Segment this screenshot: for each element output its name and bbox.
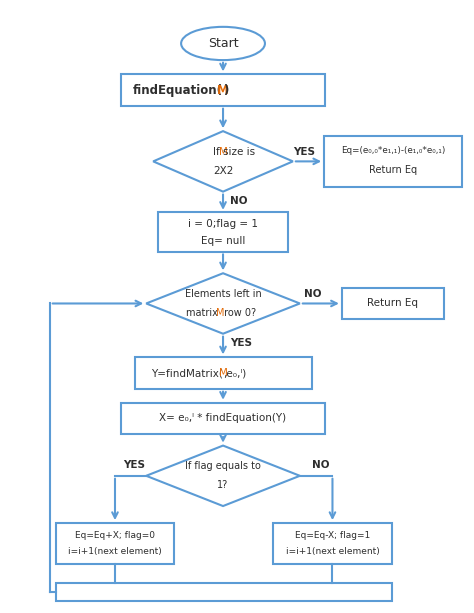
Text: M: M [219, 147, 228, 157]
Text: If flag equals to: If flag equals to [185, 461, 261, 471]
Text: Y=findMatrix(: Y=findMatrix( [151, 368, 223, 378]
Text: matrix: matrix [186, 308, 221, 318]
Text: 1?: 1? [218, 481, 228, 490]
Text: Start: Start [208, 37, 238, 50]
Text: Eq=(e₀,₀*e₁,₁)-(e₁,₀*e₀,₁): Eq=(e₀,₀*e₁,₁)-(e₁,₀*e₀,₁) [341, 146, 445, 155]
Text: row 0?: row 0? [221, 308, 256, 318]
Text: 2X2: 2X2 [213, 166, 233, 176]
Text: NO: NO [312, 460, 329, 470]
Text: Elements left in: Elements left in [185, 289, 261, 299]
Text: Eq=Eq+X; flag=0: Eq=Eq+X; flag=0 [75, 531, 155, 540]
Text: M: M [219, 368, 228, 378]
Text: M: M [217, 308, 225, 318]
Text: Return Eq: Return Eq [369, 166, 417, 175]
Text: Return Eq: Return Eq [367, 299, 419, 308]
Text: YES: YES [293, 147, 316, 158]
Text: Eq=Eq-X; flag=1: Eq=Eq-X; flag=1 [295, 531, 370, 540]
Text: YES: YES [124, 460, 146, 470]
Text: NO: NO [304, 289, 321, 299]
Text: i = 0;flag = 1: i = 0;flag = 1 [188, 219, 258, 229]
Text: i=i+1(next element): i=i+1(next element) [68, 547, 162, 557]
Text: X= e₀,ᴵ * findEquation(Y): X= e₀,ᴵ * findEquation(Y) [159, 413, 287, 424]
Text: M: M [217, 83, 229, 96]
Text: Eq= null: Eq= null [201, 235, 245, 246]
Text: findEquation(: findEquation( [133, 83, 223, 96]
Text: If: If [213, 147, 223, 157]
Text: YES: YES [230, 338, 252, 348]
Text: ): ) [223, 83, 228, 96]
Text: i=i+1(next element): i=i+1(next element) [286, 547, 379, 557]
Text: ,e₀,ᴵ): ,e₀,ᴵ) [223, 368, 246, 378]
Text: NO: NO [230, 196, 247, 206]
Text: size is: size is [223, 147, 255, 157]
